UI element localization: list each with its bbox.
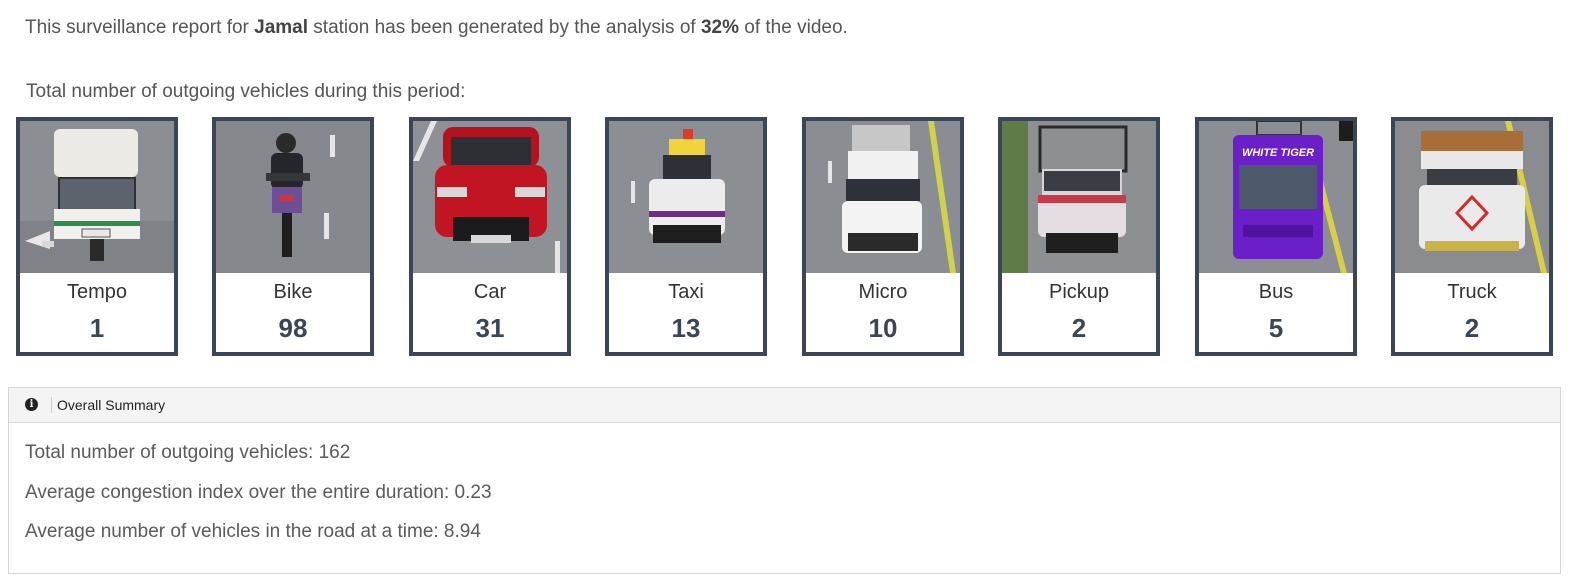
vehicle-card-truck: Truck 2 [1391, 117, 1553, 356]
vehicle-card-taxi: Taxi 13 [605, 117, 767, 356]
bus-photo: WHITE TIGER [1199, 121, 1353, 273]
taxi-photo [609, 121, 763, 273]
bus-front-text: WHITE TIGER [1242, 147, 1314, 159]
header-divider [51, 397, 52, 413]
vehicle-count: 13 [671, 313, 701, 343]
vehicle-label: Micro [858, 281, 908, 303]
info-icon: i [25, 398, 38, 411]
report-intro: This surveillance report for Jamal stati… [25, 17, 848, 39]
vehicle-card-pickup: Pickup 2 [998, 117, 1160, 356]
vehicle-count: 10 [868, 313, 898, 343]
total-vehicles-heading: Total number of outgoing vehicles during… [26, 81, 466, 102]
pickup-photo [1002, 121, 1156, 273]
intro-suffix: of the video. [739, 17, 848, 38]
vehicle-label: Pickup [1048, 281, 1110, 303]
intro-middle: station has been generated by the analys… [308, 17, 701, 38]
vehicle-label: Tempo [66, 281, 128, 303]
analysis-percent: 32% [700, 17, 739, 38]
vehicle-count: 1 [89, 313, 105, 343]
station-name: Jamal [254, 17, 309, 38]
vehicle-card-car: Car 31 [409, 117, 571, 356]
vehicle-count: 2 [1464, 313, 1480, 343]
summary-total-vehicles: Total number of outgoing vehicles: 162 [25, 442, 351, 463]
vehicle-count: 31 [475, 313, 505, 343]
vehicle-label: Car [473, 281, 507, 303]
vehicle-card-bus: WHITE TIGER Bus 5 [1195, 117, 1357, 356]
vehicle-label: Bike [273, 281, 313, 303]
summary-congestion-index: Average congestion index over the entire… [25, 482, 492, 503]
bike-photo [216, 121, 370, 273]
vehicle-count: 5 [1268, 313, 1284, 343]
vehicle-label: Truck [1447, 281, 1497, 303]
truck-photo [1395, 121, 1549, 273]
vehicle-card-tempo: Tempo 1 [16, 117, 178, 356]
tempo-photo [20, 121, 174, 273]
summary-title: Overall Summary [57, 397, 166, 413]
vehicle-label: Taxi [668, 281, 704, 303]
overall-summary-panel: i Overall Summary Total number of outgoi… [8, 387, 1561, 574]
summary-average-vehicles: Average number of vehicles in the road a… [25, 521, 481, 542]
vehicle-label: Bus [1258, 281, 1294, 303]
vehicle-count: 2 [1071, 313, 1087, 343]
summary-header: i Overall Summary [9, 388, 1560, 423]
vehicle-cards: Tempo 1 Bike 98 [16, 117, 1556, 356]
intro-prefix: This surveillance report for [25, 17, 255, 38]
vehicle-card-micro: Micro 10 [802, 117, 964, 356]
vehicle-card-bike: Bike 98 [212, 117, 374, 356]
micro-photo [806, 121, 960, 273]
car-photo [413, 121, 567, 273]
vehicle-count: 98 [278, 313, 308, 343]
